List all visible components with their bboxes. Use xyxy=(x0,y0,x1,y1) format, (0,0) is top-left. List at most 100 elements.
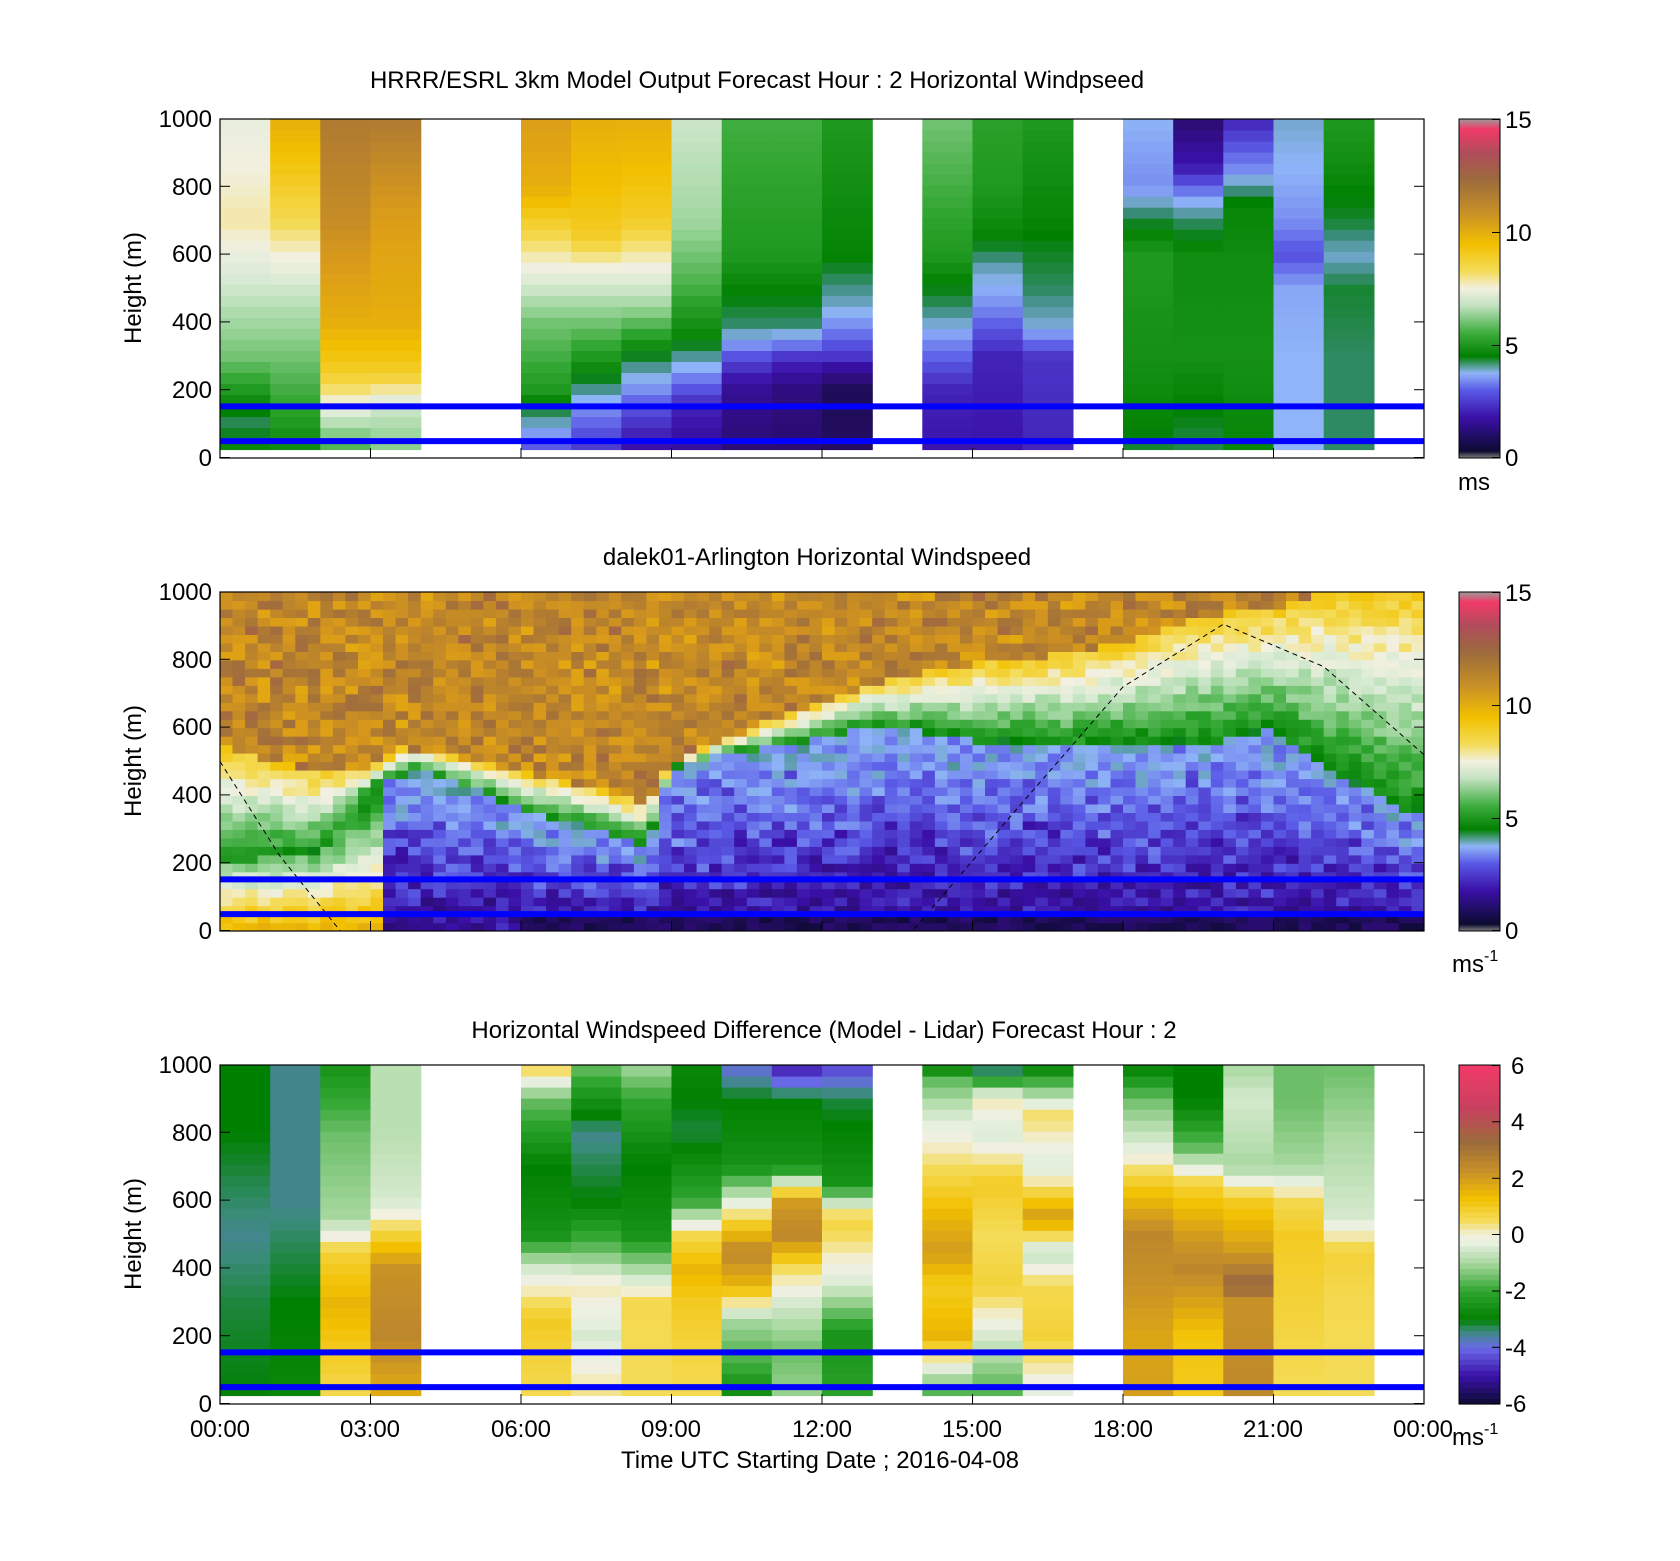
heatmap-cell xyxy=(1173,262,1224,274)
heatmap-cell xyxy=(985,897,999,907)
heatmap-cell xyxy=(1110,608,1124,618)
heatmap-cell xyxy=(571,306,622,318)
heatmap-cell xyxy=(909,659,923,669)
heatmap-cell xyxy=(696,897,710,907)
heatmap-cell xyxy=(420,905,434,915)
heatmap-cell xyxy=(295,761,309,771)
heatmap-cell xyxy=(1273,812,1287,822)
heatmap-cell xyxy=(433,888,447,898)
heatmap-cell xyxy=(1311,719,1325,729)
heatmap-cell xyxy=(721,719,735,729)
heatmap-cell xyxy=(1097,863,1111,873)
heatmap-cell xyxy=(621,710,635,720)
heatmap-cell xyxy=(395,736,409,746)
heatmap-cell xyxy=(521,317,572,329)
heatmap-cell xyxy=(1323,761,1337,771)
heatmap-cell xyxy=(834,812,848,822)
heatmap-cell xyxy=(583,803,597,813)
heatmap-cell xyxy=(1022,1340,1074,1352)
heatmap-cell xyxy=(809,685,823,695)
heatmap-cell xyxy=(646,905,660,915)
heatmap-cell xyxy=(659,905,673,915)
heatmap-cell xyxy=(1261,685,1275,695)
heatmap-cell xyxy=(1060,778,1074,788)
heatmap-cell xyxy=(307,719,321,729)
heatmap-cell xyxy=(571,383,622,395)
heatmap-cell xyxy=(1160,710,1174,720)
heatmap-cell xyxy=(771,185,823,197)
heatmap-cell xyxy=(1323,361,1375,373)
heatmap-cell xyxy=(1348,651,1362,661)
heatmap-cell xyxy=(521,600,535,610)
heatmap-cell xyxy=(1123,812,1137,822)
heatmap-cell xyxy=(282,753,296,763)
heatmap-cell xyxy=(370,1219,422,1231)
heatmap-cell xyxy=(671,1208,723,1220)
heatmap-cell xyxy=(521,820,535,830)
heatmap-cell xyxy=(1047,727,1061,737)
heatmap-cell xyxy=(1060,820,1074,830)
heatmap-cell xyxy=(1273,1186,1325,1198)
heatmap-cell xyxy=(1135,880,1149,890)
panel-lidar-plot xyxy=(220,592,1424,931)
heatmap-cell xyxy=(420,914,434,924)
heatmap-cell xyxy=(771,744,785,754)
heatmap-cell xyxy=(470,727,484,737)
heatmap-cell xyxy=(922,702,936,712)
y-tick-label: 1000 xyxy=(159,106,212,133)
heatmap-cell xyxy=(633,668,647,678)
heatmap-cell xyxy=(1072,820,1086,830)
heatmap-cell xyxy=(1261,592,1275,602)
heatmap-cell xyxy=(483,880,497,890)
heatmap-cell xyxy=(1085,905,1099,915)
heatmap-cell xyxy=(997,617,1011,627)
heatmap-cell xyxy=(558,617,572,627)
heatmap-cell xyxy=(909,600,923,610)
heatmap-cell xyxy=(1072,795,1086,805)
heatmap-cell xyxy=(671,361,723,373)
heatmap-cell xyxy=(1123,651,1137,661)
heatmap-cell xyxy=(671,284,723,296)
heatmap-cell xyxy=(571,405,622,418)
heatmap-cell xyxy=(822,1285,873,1297)
heatmap-cell xyxy=(345,770,359,780)
heatmap-cell xyxy=(1273,207,1325,219)
heatmap-cell xyxy=(345,854,359,864)
heatmap-cell xyxy=(759,710,773,720)
heatmap-cell xyxy=(1022,668,1036,678)
heatmap-cell xyxy=(822,625,836,635)
heatmap-cell xyxy=(495,829,509,839)
panel-lidar-title: dalek01-Arlington Horizontal Windspeed xyxy=(603,544,1031,571)
heatmap-cell xyxy=(771,668,785,678)
heatmap-cell xyxy=(771,284,823,296)
heatmap-cell xyxy=(1235,905,1249,915)
heatmap-cell xyxy=(1223,668,1237,678)
heatmap-cell xyxy=(608,897,622,907)
heatmap-cell xyxy=(834,888,848,898)
heatmap-cell xyxy=(270,130,321,142)
heatmap-cell xyxy=(960,608,974,618)
heatmap-cell xyxy=(596,812,610,822)
heatmap-cell xyxy=(771,207,823,219)
heatmap-cell xyxy=(621,1164,673,1176)
heatmap-cell xyxy=(245,914,259,924)
heatmap-cell xyxy=(822,736,836,746)
heatmap-cell xyxy=(408,846,422,856)
heatmap-cell xyxy=(922,196,974,208)
heatmap-cell xyxy=(521,218,572,230)
heatmap-cell xyxy=(1286,846,1300,856)
heatmap-cell xyxy=(583,659,597,669)
heatmap-cell xyxy=(1373,744,1387,754)
heatmap-cell xyxy=(533,744,547,754)
heatmap-cell xyxy=(521,306,572,318)
heatmap-cell xyxy=(1223,229,1275,241)
heatmap-cell xyxy=(721,727,735,737)
heatmap-cell xyxy=(1273,719,1287,729)
heatmap-cell xyxy=(1060,608,1074,618)
heatmap-cell xyxy=(1223,905,1237,915)
heatmap-cell xyxy=(1273,262,1325,274)
heatmap-cell xyxy=(1135,608,1149,618)
heatmap-cell xyxy=(546,600,560,610)
heatmap-cell xyxy=(696,914,710,924)
heatmap-cell xyxy=(1373,837,1387,847)
